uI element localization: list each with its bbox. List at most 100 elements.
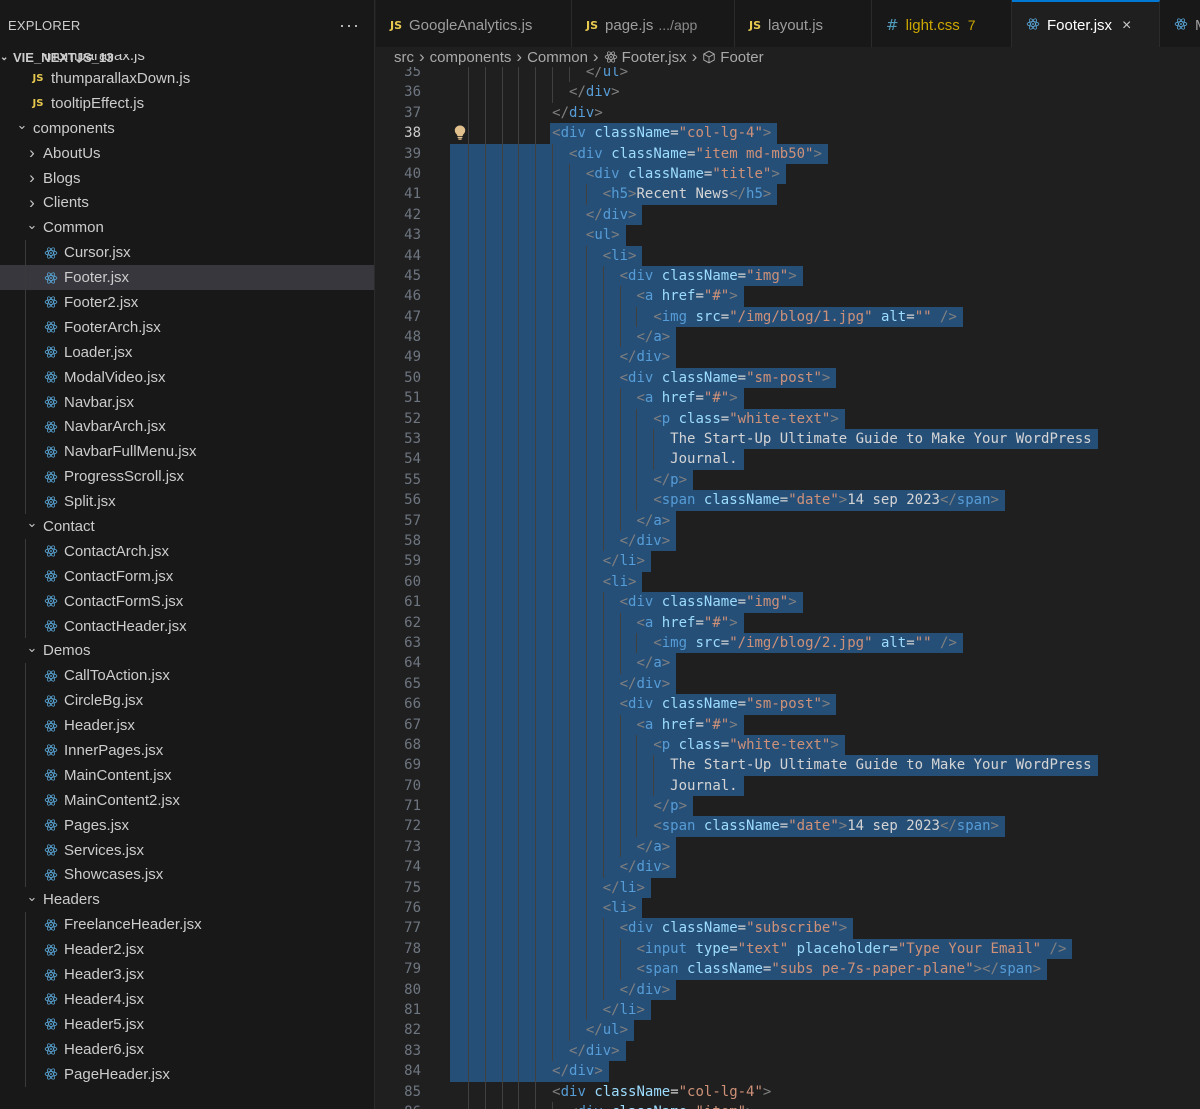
tab-light-css[interactable]: # light.css 7 [872,0,1012,49]
tree-item-services-jsx[interactable]: Services.jsx [0,837,374,863]
tree-item-footer2-jsx[interactable]: Footer2.jsx [0,290,374,315]
indent-guide [569,286,571,307]
indent-guide [552,367,554,389]
react-atom-icon [43,1042,59,1056]
breadcrumb-components[interactable]: components [429,48,512,66]
indent-guide [484,123,486,144]
tree-item-thumparallaxdown-js[interactable]: JS thumparallaxDown.js [0,66,374,91]
indent-guide [552,734,554,756]
tree-item-navbararch-jsx[interactable]: NavbarArch.jsx [0,414,374,440]
tree-item-components[interactable]: ⌄ components [0,116,374,141]
code-text: <li> [602,573,637,590]
tree-item-circlebg-jsx[interactable]: CircleBg.jsx [0,688,374,714]
tree-item-header-jsx[interactable]: Header.jsx [0,713,374,739]
tab-ma[interactable]: Ma [1160,0,1200,49]
tree-item-header2-jsx[interactable]: Header2.jsx [0,937,374,963]
workspace-section-header[interactable]: ⌄ VIE_NEXTJS_13 [0,48,374,66]
tree-item-tooltipeffect-js[interactable]: JS tooltipEffect.js [0,91,374,116]
indent-guide [518,551,520,572]
tree-item-contactheader-jsx[interactable]: ContactHeader.jsx [0,613,374,639]
indent-guide [484,347,486,368]
chevron-right-icon: › [691,47,698,66]
line-number: 81 [404,1001,421,1018]
indent-guide [552,225,554,246]
more-actions-icon[interactable]: ··· [339,14,360,35]
tab-layout-js[interactable]: JS layout.js [735,0,872,49]
code-text: </p> [653,471,688,488]
breadcrumb-src[interactable]: src [394,48,414,66]
indent-guide [467,490,469,511]
indent-guide [467,673,469,695]
breadcrumb-footer[interactable]: Footer [720,48,764,66]
tree-item-navbarfullmenu-jsx[interactable]: NavbarFullMenu.jsx [0,439,374,465]
indent-guide [552,959,554,980]
indent-guide [602,429,604,450]
tree-item-showcases-jsx[interactable]: Showcases.jsx [0,862,374,888]
tree-item-label: MainContent2.jsx [64,791,180,809]
indent-guide [585,877,587,899]
breadcrumb-footer-jsx[interactable]: Footer.jsx [621,48,687,66]
selection-highlight [450,143,828,164]
close-icon[interactable]: × [1122,16,1132,34]
tree-item-footer-jsx[interactable]: Footer.jsx [0,265,374,291]
indent-guide [518,1101,520,1109]
indent-guide [569,999,571,1021]
tree-item-header3-jsx[interactable]: Header3.jsx [0,962,374,987]
tab-footer-jsx[interactable]: Footer.jsx × [1012,0,1160,49]
tab-label: page.js [605,16,654,34]
code-editor[interactable]: 35 </ul> 36 </div> 37 </div> 38 <div className=… [376,67,1200,1109]
indent-guide [636,632,638,654]
tree-item-header5-jsx[interactable]: Header5.jsx [0,1011,374,1037]
code-text: Journal. [670,777,738,794]
tree-item-progressscroll-jsx[interactable]: ProgressScroll.jsx [0,464,374,490]
tab-label: layout.js [768,16,824,34]
indent-guide [552,347,554,368]
lightbulb-icon[interactable] [454,125,466,140]
tree-item-freelanceheader-jsx[interactable]: FreelanceHeader.jsx [0,912,374,938]
tree-item-maincontent2-jsx[interactable]: MainContent2.jsx [0,787,374,813]
tree-item-common[interactable]: ⌄ Common [0,215,374,240]
tree-item-label: Headers [43,891,100,909]
tree-item-aboutus[interactable]: › AboutUs [0,141,374,166]
react-atom-icon [43,992,59,1006]
tab-googleanalytics-js[interactable]: JS GoogleAnalytics.js [376,0,572,49]
indent-guide [619,510,621,531]
tree-item-contactform-jsx[interactable]: ContactForm.jsx [0,563,374,589]
indent-guide [25,762,26,788]
indent-guide [501,612,503,633]
indent-guide [518,163,520,185]
tree-item-navbar-jsx[interactable]: Navbar.jsx [0,389,374,415]
tree-item-calltoaction-jsx[interactable]: CallToAction.jsx [0,663,374,689]
tree-item-contactarch-jsx[interactable]: ContactArch.jsx [0,538,374,564]
tree-item-innerpages-jsx[interactable]: InnerPages.jsx [0,738,374,763]
tree-item-blogs[interactable]: › Blogs [0,166,374,191]
tree-item-demos[interactable]: ⌄ Demos [0,638,374,663]
tree-item-cursor-jsx[interactable]: Cursor.jsx [0,240,374,266]
tree-item-header4-jsx[interactable]: Header4.jsx [0,986,374,1012]
chevron-down-icon: ⌄ [26,888,38,904]
tree-item-contactforms-jsx[interactable]: ContactFormS.jsx [0,588,374,614]
selection-highlight [450,959,1048,980]
tree-item-modalvideo-jsx[interactable]: ModalVideo.jsx [0,364,374,390]
tree-item-loader-jsx[interactable]: Loader.jsx [0,339,374,365]
indent-guide [619,449,621,470]
indent-guide [484,449,486,470]
indent-guide [552,449,554,470]
indent-guide [501,408,503,430]
tree-item-pageheader-jsx[interactable]: PageHeader.jsx [0,1061,374,1087]
breadcrumb-common[interactable]: Common [527,48,588,66]
tree-item-pages-jsx[interactable]: Pages.jsx [0,812,374,838]
tree-item-contact[interactable]: ⌄ Contact [0,514,374,539]
tree-item-headers[interactable]: ⌄ Headers [0,887,374,912]
tree-item-clients[interactable]: › Clients [0,190,374,215]
react-atom-icon [604,50,618,64]
tree-item-header6-jsx[interactable]: Header6.jsx [0,1036,374,1062]
tree-item-maincontent-jsx[interactable]: MainContent.jsx [0,762,374,788]
indent-guide [653,449,655,470]
indent-guide [484,82,486,103]
tree-item-footerarch-jsx[interactable]: FooterArch.jsx [0,314,374,340]
indent-guide [602,653,604,674]
code-text: <div className="sm-post"> [619,369,831,386]
tree-item-split-jsx[interactable]: Split.jsx [0,489,374,515]
tab-page-js[interactable]: JS page.js .../app [572,0,735,49]
